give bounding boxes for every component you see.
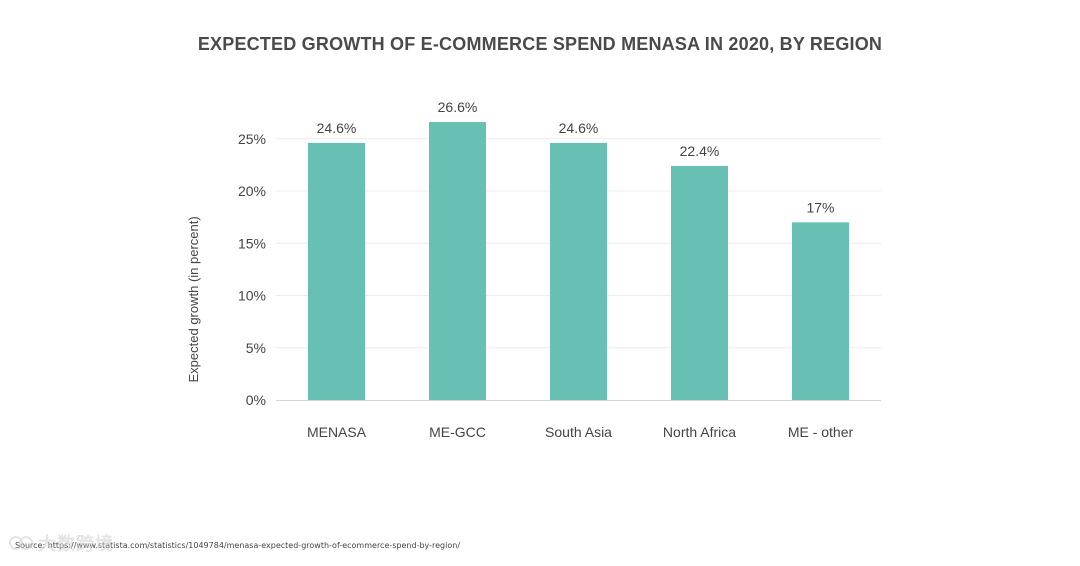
x-tick-label: ME-GCC [429, 424, 486, 440]
bar [308, 142, 365, 400]
bar [671, 165, 728, 400]
y-tick-label: 15% [238, 235, 266, 251]
bar [792, 222, 849, 400]
data-label: 22.4% [680, 143, 720, 159]
data-label: 17% [806, 199, 834, 215]
data-label: 26.6% [438, 99, 478, 115]
y-axis-label: Expected growth (in percent) [186, 216, 201, 382]
bar [550, 142, 607, 400]
value-labels: 24.6% 26.6% 24.6% 22.4% 17% [317, 99, 835, 215]
bar [429, 122, 486, 400]
bars [308, 122, 849, 400]
source-note[interactable]: Source: https://www.statista.com/statist… [15, 541, 461, 550]
chart-title: EXPECTED GROWTH OF E-COMMERCE SPEND MENA… [197, 34, 883, 54]
y-axis-ticks: 0% 5% 10% 15% 20% 25% [238, 131, 266, 408]
y-tick-label: 0% [246, 392, 266, 408]
x-tick-label: North Africa [663, 424, 736, 440]
y-tick-label: 20% [238, 183, 266, 199]
y-tick-label: 25% [238, 131, 266, 147]
data-label: 24.6% [559, 120, 599, 136]
y-tick-label: 5% [246, 340, 266, 356]
data-label: 24.6% [317, 120, 357, 136]
x-axis-ticks: MENASA ME-GCC South Asia North Africa ME - o… [307, 424, 854, 440]
x-tick-label: ME - other [788, 424, 854, 440]
x-tick-label: South Asia [545, 424, 612, 440]
x-tick-label: MENASA [307, 424, 367, 440]
y-tick-label: 10% [238, 288, 266, 304]
